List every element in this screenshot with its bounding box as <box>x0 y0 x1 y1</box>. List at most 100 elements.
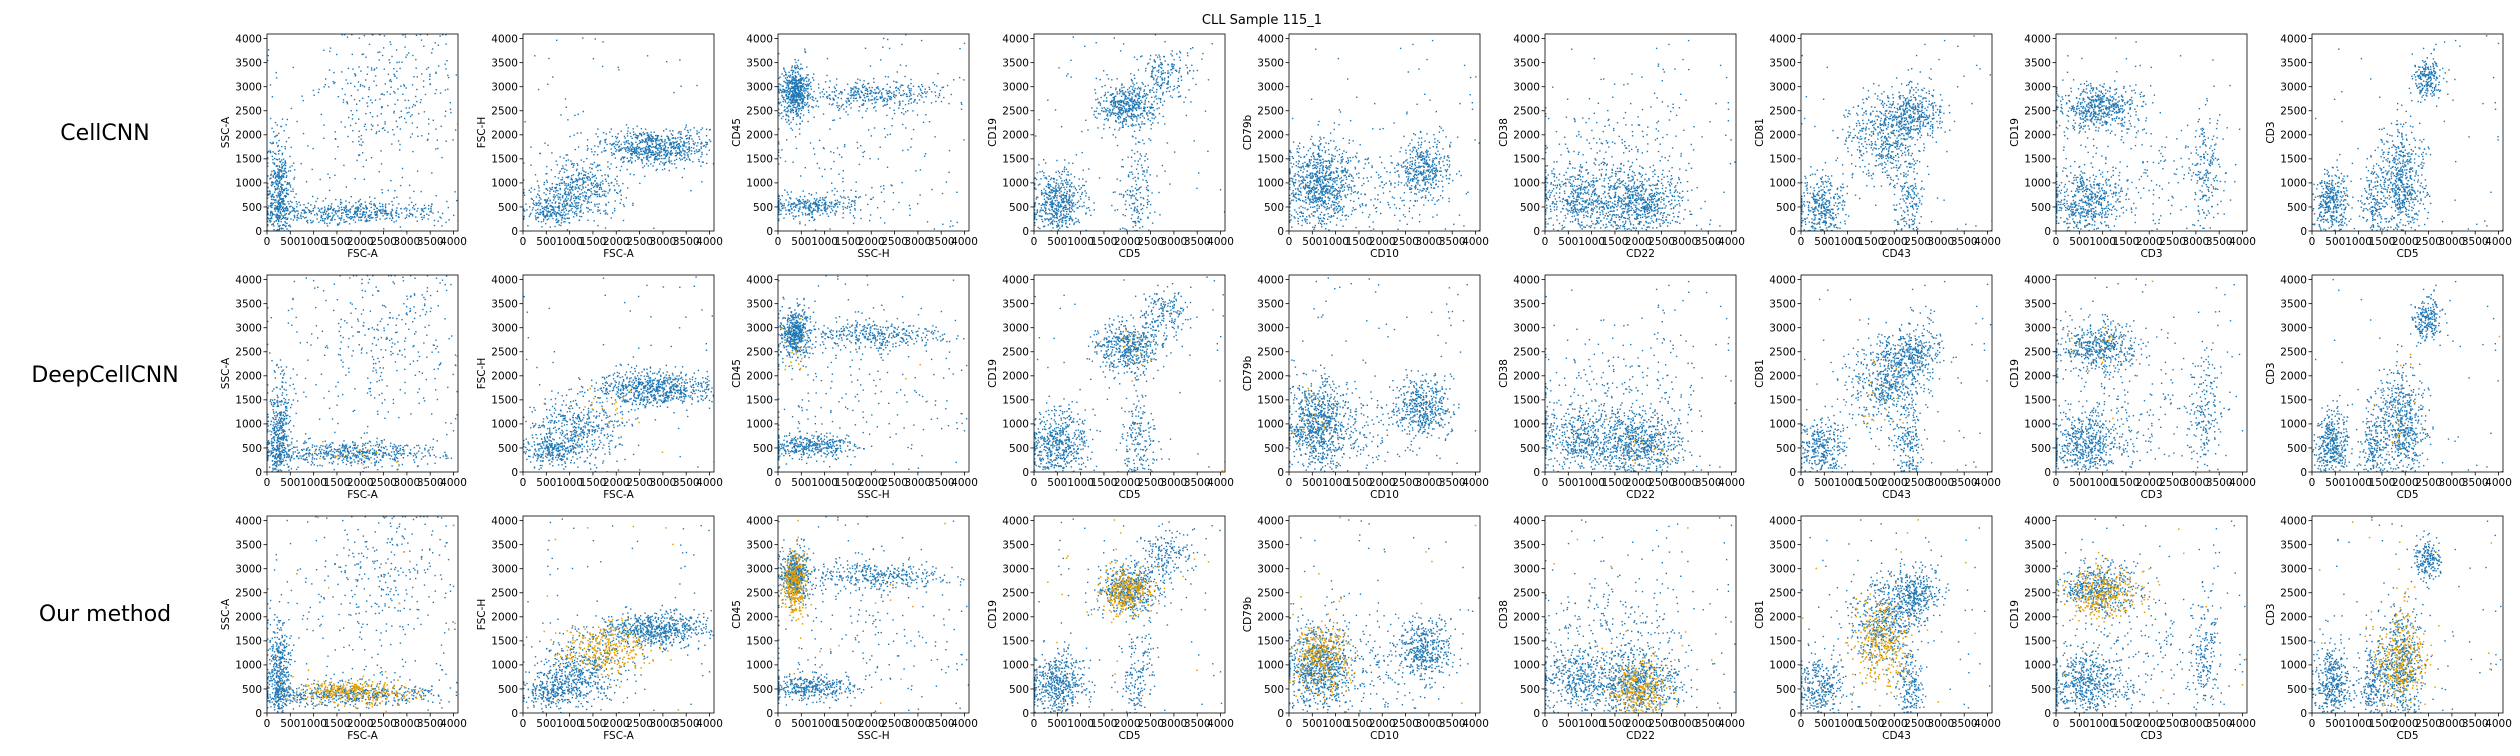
data-point <box>274 199 276 202</box>
data-point <box>883 100 885 102</box>
data-point <box>618 145 621 147</box>
data-point <box>643 150 645 152</box>
data-point <box>271 215 273 217</box>
data-point <box>354 73 356 75</box>
data-point <box>654 157 656 159</box>
data-point <box>411 215 414 217</box>
data-point <box>358 130 360 132</box>
data-point <box>561 203 564 205</box>
data-point <box>324 208 326 210</box>
data-point <box>272 151 274 153</box>
data-point <box>280 194 282 196</box>
data-point <box>620 143 622 146</box>
data-point <box>1146 201 1149 204</box>
data-point <box>792 71 794 74</box>
data-point <box>454 191 456 193</box>
data-point <box>662 141 664 143</box>
data-point <box>873 107 875 109</box>
data-point <box>329 208 331 210</box>
data-point <box>1133 202 1136 204</box>
data-point <box>791 95 793 98</box>
data-point <box>565 164 567 166</box>
data-point <box>561 197 564 199</box>
data-point <box>1047 197 1049 199</box>
data-point <box>802 78 804 80</box>
data-point <box>575 210 577 212</box>
data-point <box>363 178 366 180</box>
data-point <box>678 146 680 149</box>
data-point <box>396 207 398 209</box>
data-point <box>553 190 555 192</box>
data-point <box>362 214 364 217</box>
data-point <box>625 124 628 126</box>
data-point <box>666 135 668 137</box>
data-point <box>804 48 806 50</box>
data-point <box>662 162 664 164</box>
data-point <box>651 151 653 154</box>
data-point <box>577 190 579 193</box>
data-point <box>306 207 308 209</box>
data-point <box>593 193 596 195</box>
data-point <box>663 150 665 152</box>
data-point <box>868 86 871 89</box>
data-point <box>655 158 657 160</box>
data-point <box>565 160 567 162</box>
data-point <box>375 67 378 69</box>
data-point <box>576 184 579 186</box>
data-point <box>915 170 917 172</box>
data-point <box>806 94 809 96</box>
data-point <box>622 219 625 222</box>
data-point <box>907 86 909 88</box>
data-point <box>678 157 681 159</box>
data-point <box>298 201 300 203</box>
data-point <box>272 176 274 178</box>
data-point <box>795 91 797 94</box>
data-point <box>866 107 868 110</box>
data-point <box>1052 215 1054 217</box>
data-point <box>530 146 532 148</box>
data-point <box>267 217 269 219</box>
data-point <box>268 205 270 207</box>
data-point <box>271 224 273 226</box>
data-point <box>630 156 632 159</box>
data-point <box>621 147 623 150</box>
data-point <box>598 164 600 166</box>
data-point <box>669 152 671 154</box>
data-point <box>653 227 655 229</box>
data-point <box>676 140 678 143</box>
data-point <box>274 186 276 188</box>
data-point <box>838 153 841 156</box>
data-point <box>536 204 538 206</box>
data-point <box>356 213 358 215</box>
data-point <box>420 208 423 210</box>
data-point <box>601 190 604 193</box>
data-point <box>607 192 609 194</box>
data-point <box>629 146 631 148</box>
data-point <box>664 144 666 147</box>
data-point <box>376 216 379 218</box>
data-point <box>278 203 280 205</box>
data-point <box>597 224 599 227</box>
data-point <box>601 151 603 153</box>
data-point <box>277 210 279 212</box>
data-point <box>793 94 796 96</box>
data-point <box>790 99 792 101</box>
data-point <box>854 94 856 96</box>
data-point <box>359 143 361 146</box>
data-point <box>857 78 859 80</box>
data-point <box>573 197 575 200</box>
data-point <box>787 87 790 89</box>
data-point <box>293 196 296 199</box>
data-point <box>274 121 277 124</box>
data-point <box>537 202 540 204</box>
data-point <box>889 107 891 109</box>
data-point <box>641 159 643 161</box>
data-point <box>535 212 537 215</box>
data-point <box>790 110 793 112</box>
data-point <box>650 141 653 143</box>
data-point <box>632 134 635 136</box>
data-point <box>797 84 799 86</box>
data-point <box>791 66 793 69</box>
data-point <box>784 101 787 103</box>
data-point <box>799 99 801 101</box>
